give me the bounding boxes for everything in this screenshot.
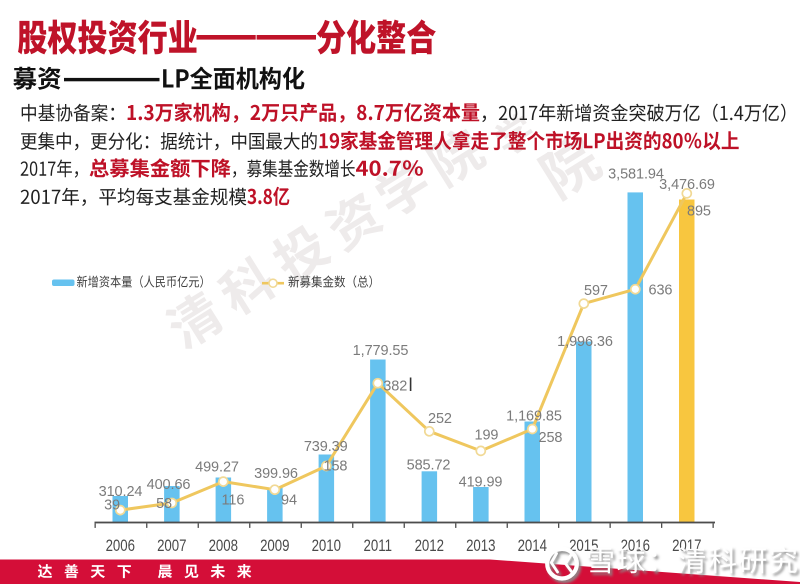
svg-text:419.99: 419.99 (459, 475, 503, 491)
svg-text:2009: 2009 (260, 536, 289, 555)
svg-text:2011: 2011 (364, 536, 392, 555)
svg-text:895: 895 (687, 203, 711, 219)
svg-text:310.24: 310.24 (99, 484, 143, 500)
svg-text:499.27: 499.27 (195, 460, 239, 476)
svg-text:636: 636 (649, 283, 673, 299)
svg-text:94: 94 (281, 492, 297, 508)
svg-text:739.39: 739.39 (304, 439, 348, 455)
svg-text:1,779.55: 1,779.55 (353, 343, 409, 359)
svg-text:58: 58 (156, 496, 172, 512)
svg-text:258: 258 (539, 430, 563, 446)
svg-text:2016: 2016 (621, 536, 650, 555)
svg-text:3,476.69: 3,476.69 (659, 177, 715, 193)
svg-text:1,169.85: 1,169.85 (506, 408, 562, 424)
svg-text:158: 158 (324, 459, 348, 475)
svg-text:1,996.36: 1,996.36 (557, 334, 613, 350)
svg-text:2012: 2012 (415, 536, 444, 555)
svg-text:2010: 2010 (312, 536, 341, 555)
svg-text:199: 199 (475, 428, 499, 444)
svg-text:116: 116 (222, 492, 245, 508)
svg-text:3,581.94: 3,581.94 (608, 167, 664, 183)
svg-text:39: 39 (104, 498, 120, 514)
svg-text:2015: 2015 (569, 536, 598, 555)
svg-text:399.96: 399.96 (254, 466, 298, 482)
svg-text:585.72: 585.72 (407, 458, 451, 474)
svg-text:2007: 2007 (157, 536, 186, 555)
svg-text:2008: 2008 (209, 536, 238, 555)
svg-text:252: 252 (428, 411, 452, 427)
svg-text:400.66: 400.66 (147, 477, 191, 493)
svg-text:382: 382 (383, 378, 407, 394)
svg-text:2006: 2006 (106, 536, 135, 555)
svg-text:2014: 2014 (518, 536, 548, 555)
svg-text:2013: 2013 (466, 536, 495, 555)
svg-text:597: 597 (584, 283, 608, 299)
